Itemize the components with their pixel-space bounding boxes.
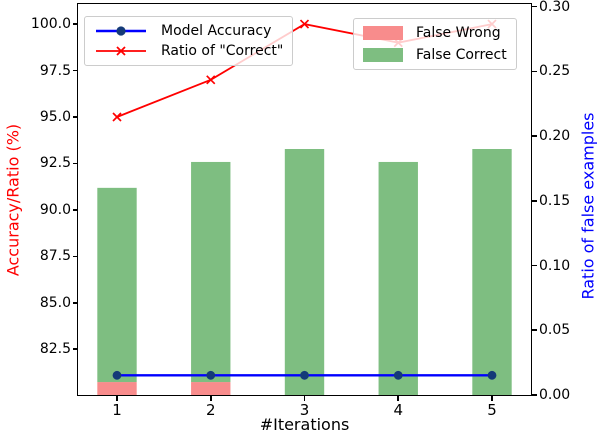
legend-item-ratio-correct: Ratio of "Correct": [94, 43, 283, 61]
y-right-tick-label: 0.20: [539, 128, 571, 145]
y-left-tick: [73, 23, 78, 25]
y-right-tick: [532, 5, 537, 8]
legend-item-model-accuracy: Model Accuracy: [94, 22, 283, 40]
y-left-tick: [73, 348, 78, 351]
x-tick-label: 1: [112, 401, 122, 419]
legend-label-false-wrong: False Wrong: [416, 25, 501, 42]
bar-false-correct-x1: [97, 187, 137, 383]
right-y-axis-title: Ratio of false examples: [578, 112, 598, 300]
y-right-tick-label: 0.30: [539, 0, 571, 15]
bar-false-wrong-x1: [97, 382, 137, 395]
blue-line-dot-marker-icon: [96, 26, 146, 36]
y-left-tick: [73, 209, 78, 211]
dot-marker-x1: [112, 370, 122, 380]
y-left-tick: [73, 116, 78, 118]
y-left-tick-label: 87.5: [39, 248, 71, 265]
y-left-tick-label: 100.0: [30, 16, 71, 33]
y-left-tick-label: 90.0: [39, 201, 71, 218]
y-left-tick: [73, 255, 78, 258]
bar-false-correct-x4: [378, 161, 418, 395]
legend-label-ratio-correct: Ratio of "Correct": [161, 43, 284, 60]
dot-marker-x4: [393, 370, 403, 380]
x-tick: [303, 396, 306, 401]
x-marker-x2: [206, 75, 216, 85]
legend-bars: False Wrong False Correct: [353, 18, 517, 70]
bar-false-wrong-x2: [191, 382, 231, 395]
x-tick-label: 2: [205, 401, 216, 419]
dot-marker-x2: [206, 370, 216, 380]
x-tick: [209, 396, 212, 401]
x-axis-title: #Iterations: [259, 415, 350, 434]
y-right-tick: [532, 264, 537, 267]
legend-lines: Model Accuracy Ratio of "Correct": [84, 16, 294, 66]
legend-item-false-wrong: False Wrong: [363, 24, 507, 43]
y-right-tick: [532, 199, 537, 202]
y-left-tick: [73, 302, 78, 304]
y-right-tick-label: 0.15: [539, 192, 571, 209]
y-right-tick: [532, 135, 537, 137]
x-tick: [397, 396, 400, 401]
y-left-tick-label: 82.5: [39, 341, 71, 358]
plot-area: [97, 19, 512, 395]
dot-marker-x3: [300, 370, 309, 380]
x-tick-label: 5: [487, 401, 497, 419]
x-marker-x3: [299, 19, 310, 29]
y-left-tick-label: 85.0: [39, 294, 71, 311]
y-left-tick-label: 97.5: [39, 62, 71, 79]
y-right-tick: [532, 394, 537, 396]
dot-marker-x5: [487, 370, 497, 380]
y-left-tick-label: 95.0: [39, 108, 71, 125]
red-line-x-marker-icon: [96, 46, 146, 56]
x-tick-label: 3: [299, 401, 310, 419]
x-marker-x1: [112, 112, 122, 122]
y-right-tick: [532, 70, 537, 73]
bar-false-correct-x5: [472, 149, 512, 395]
false-correct-swatch-icon: [363, 47, 403, 62]
y-right-tick: [532, 329, 537, 332]
x-tick-label: 4: [393, 401, 404, 419]
x-tick: [491, 396, 493, 401]
x-tick: [116, 396, 118, 401]
legend-item-false-correct: False Correct: [363, 46, 507, 65]
y-left-tick: [73, 69, 78, 72]
legend-label-model-accuracy: Model Accuracy: [161, 22, 272, 39]
bar-false-correct-x3: [284, 149, 325, 395]
y-right-tick-label: 0.10: [539, 257, 571, 274]
y-right-tick-label: 0.05: [539, 322, 571, 339]
y-right-tick-label: 0.00: [539, 387, 571, 403]
y-right-tick-label: 0.25: [539, 63, 571, 80]
legend-label-false-correct: False Correct: [416, 46, 507, 63]
y-left-tick-label: 92.5: [39, 155, 71, 172]
bar-false-correct-x2: [191, 161, 231, 383]
false-wrong-swatch-icon: [363, 26, 403, 41]
y-left-tick: [73, 162, 78, 165]
